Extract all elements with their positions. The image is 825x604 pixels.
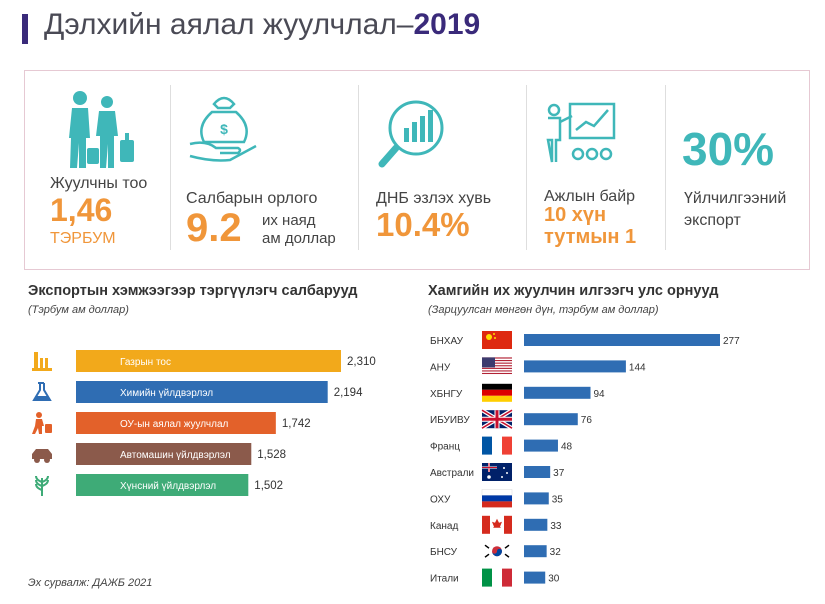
country-label: ИБУИВУ xyxy=(430,415,470,426)
page-title-main: Дэлхийн аялал жуулчлал– xyxy=(44,8,414,41)
country-label: БНХАУ xyxy=(430,336,464,347)
country-label: БНСУ xyxy=(430,547,458,558)
country-value-label: 35 xyxy=(552,494,564,505)
exports-chart-title: Экспортын хэмжээгээр тэргүүлэгч салбаруу… xyxy=(28,283,358,299)
country-bar xyxy=(524,492,549,505)
tourists-label: Жуулчны тоо xyxy=(50,175,148,192)
kpi-panel xyxy=(24,70,810,270)
country-bar xyxy=(524,334,720,346)
south-korea-flag-icon xyxy=(482,542,512,561)
income-unit-line2: ам доллар xyxy=(262,230,336,247)
export-value-label: 1,502 xyxy=(254,480,283,492)
country-label: ХБНГУ xyxy=(430,389,463,400)
country-value-label: 37 xyxy=(553,468,565,479)
uk-flag-icon xyxy=(480,408,514,430)
page-title-year: 2019 xyxy=(413,8,481,41)
export-value: 30% xyxy=(682,123,775,175)
travelers-icon xyxy=(69,91,134,168)
exports-chart-subtitle: (Тэрбум ам доллар) xyxy=(28,304,129,316)
oil-derrick-icon xyxy=(32,352,52,371)
export-bar xyxy=(76,350,341,372)
gdp-value: 10.4% xyxy=(376,206,470,243)
kpi-divider xyxy=(358,85,359,250)
country-label: Австрали xyxy=(430,468,474,479)
country-value-label: 76 xyxy=(581,415,593,426)
export-bar-label: Автомашин үйлдвэрлэл xyxy=(120,450,231,461)
country-bar xyxy=(524,386,591,399)
jobs-value: 10 хүн тутмын 1 xyxy=(544,204,636,248)
export-value-label: 2,310 xyxy=(347,356,376,368)
italy-flag-icon xyxy=(482,568,512,587)
income-value: 9.2 xyxy=(186,206,242,250)
country-value-label: 144 xyxy=(629,362,646,373)
country-value-label: 277 xyxy=(723,336,740,347)
country-value-label: 32 xyxy=(550,547,562,558)
gdp-label: ДНБ эзлэх хувь xyxy=(376,190,492,207)
export-bar xyxy=(76,381,328,403)
export-label: Үйлчилгээний экспорт xyxy=(684,188,786,232)
canada-flag-icon xyxy=(482,515,512,534)
jobs-value-line2: тутмын 1 xyxy=(544,226,637,248)
kpi-divider xyxy=(526,85,527,250)
income-unit-line1: их наяд xyxy=(262,212,316,229)
china-flag-icon xyxy=(482,331,512,349)
country-label: Итали xyxy=(430,574,459,585)
country-label: Канад xyxy=(430,521,458,532)
tourists-value: 1,46 xyxy=(50,192,113,228)
country-bar xyxy=(524,545,547,558)
country-value-label: 48 xyxy=(561,442,573,453)
income-label: Салбарын орлого xyxy=(186,190,318,207)
source-note: Эх сурвалж: ДАЖБ 2021 xyxy=(28,577,153,589)
country-value-label: 94 xyxy=(594,389,606,400)
country-bar xyxy=(524,413,578,426)
jobs-value-line1: 10 хүн xyxy=(544,204,607,226)
export-bar-label: ОУ-ын аялал жуулчлал xyxy=(120,419,229,430)
traveler-icon xyxy=(32,412,52,434)
tourists-unit: ТЭРБУМ xyxy=(50,230,116,247)
country-label: ОХУ xyxy=(430,494,451,505)
country-bar xyxy=(524,439,558,452)
export-bar-label: Химийн үйлдвэрлэл xyxy=(120,388,213,399)
flask-icon xyxy=(32,382,52,401)
countries-chart-title: Хамгийн их жуулчин илгээгч улс орнууд xyxy=(428,283,719,299)
magnifier-chart-icon xyxy=(378,100,444,168)
export-bar xyxy=(76,443,252,465)
country-label: АНУ xyxy=(430,362,451,373)
country-bar xyxy=(524,360,626,373)
car-icon xyxy=(32,449,52,463)
export-value-label: 1,528 xyxy=(257,449,286,461)
presentation-icon xyxy=(546,102,616,163)
australia-flag-icon xyxy=(482,463,512,481)
exports-bar-chart: Газрын тос 2,310 Химийн үйлдвэрлэл 2,194 ОУ-… xyxy=(32,350,376,496)
countries-bar-chart: БНХАУ 277 АНУ 144 ХБНГУ 94 ИБУИВУ 76 Франц 48 Авст… xyxy=(430,331,740,587)
country-bar xyxy=(524,518,548,531)
export-label-line2: экспорт xyxy=(684,212,741,229)
usa-flag-icon xyxy=(482,357,512,376)
wheat-icon xyxy=(35,475,49,496)
export-bar xyxy=(76,474,249,496)
money-hand-icon: $ xyxy=(189,96,257,162)
svg-text:$: $ xyxy=(220,121,228,137)
page-title: Дэлхийн аялал жуулчлал–2019 xyxy=(44,8,480,42)
title-accent-bar xyxy=(22,14,28,44)
income-unit: их наяд ам доллар xyxy=(262,212,336,248)
country-label: Франц xyxy=(430,442,460,453)
export-bar-label: Хүнсний үйлдвэрлэл xyxy=(120,481,216,492)
country-value-label: 30 xyxy=(548,574,560,585)
country-bar xyxy=(524,466,551,478)
country-bar xyxy=(524,571,546,584)
export-bar-label: Газрын тос xyxy=(120,357,171,368)
russia-flag-icon xyxy=(481,489,513,508)
export-bar xyxy=(76,412,276,434)
france-flag-icon xyxy=(482,436,512,455)
jobs-label: Ажлын байр xyxy=(544,188,636,205)
export-value-label: 2,194 xyxy=(334,387,363,399)
germany-flag-icon xyxy=(482,383,512,402)
country-value-label: 33 xyxy=(550,521,562,532)
kpi-divider xyxy=(170,85,171,250)
countries-chart-subtitle: (Зарцуулсан мөнгөн дүн, тэрбум ам доллар… xyxy=(428,304,659,316)
kpi-divider xyxy=(665,85,666,250)
export-label-line1: Үйлчилгээний xyxy=(684,190,787,207)
export-value-label: 1,742 xyxy=(282,418,311,430)
